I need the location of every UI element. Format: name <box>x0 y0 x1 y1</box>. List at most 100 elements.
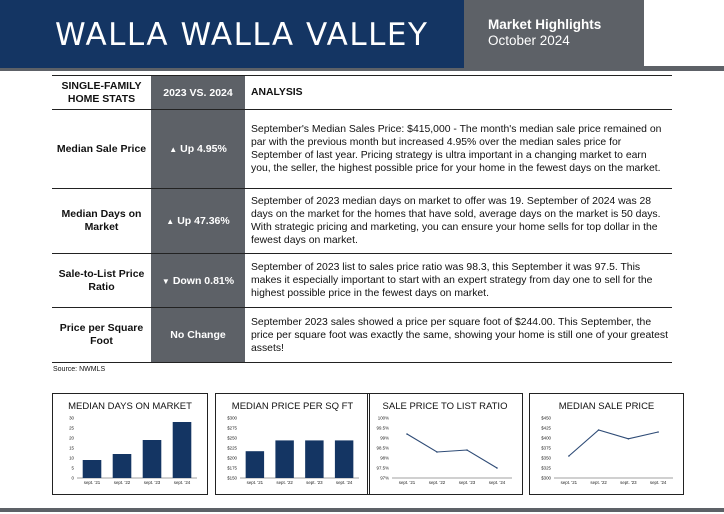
chart-svg: $300 $325 $350 $375 $400 $425 $450 sept. '21 sep… <box>541 416 673 485</box>
chart-price-sqft: MEDIAN PRICE PER SQ FT $150 $175 $200 $225 $… <box>215 393 370 495</box>
stat-analysis: September of 2023 median days on market … <box>245 188 672 254</box>
chart-median-days: MEDIAN DAYS ON MARKET 0 5 10 15 20 25 30 sept. … <box>52 393 208 495</box>
y-tick-label: 5 <box>72 466 75 471</box>
down-arrow-icon: ▼ <box>161 276 170 286</box>
y-tick-label: $300 <box>541 476 551 481</box>
bar <box>112 454 132 478</box>
y-tick-label: $250 <box>227 436 237 441</box>
x-tick-label: sept. '23 <box>459 480 476 485</box>
bar <box>305 440 324 478</box>
x-tick-label: sept. '24 <box>489 480 506 485</box>
data-point <box>597 429 600 431</box>
table-row: Median Sale Price ▲ Up 4.95% September's … <box>52 109 672 189</box>
x-tick-label: sept. '22 <box>276 480 293 485</box>
header-title: WALLA WALLA VALLEY <box>0 0 464 68</box>
x-tick-label: sept. '21 <box>399 480 416 485</box>
chart-svg: 97% 97.5% 98% 98.5% 99% 99.5% 100% sept. '21 sep… <box>377 416 512 485</box>
data-point <box>627 438 630 440</box>
y-tick-label: 97% <box>380 476 389 481</box>
x-tick-label: sept. '23 <box>306 480 323 485</box>
stat-change: ▲ Up 4.95% <box>151 109 245 189</box>
chart-svg: $150 $175 $200 $225 $250 $275 $300 sept. '21 sep… <box>227 416 359 485</box>
stat-label: Median Days on Market <box>52 188 151 254</box>
y-tick-label: $375 <box>541 446 551 451</box>
stats-table: SINGLE-FAMILY HOME STATS 2023 VS. 2024 A… <box>52 75 672 363</box>
y-tick-label: 10 <box>69 456 74 461</box>
y-tick-label: $400 <box>541 436 551 441</box>
chart-title: MEDIAN PRICE PER SQ FT <box>231 401 354 412</box>
table-row: Sale-to-List Price Ratio ▼ Down 0.81% Sep… <box>52 253 672 308</box>
table-row: Price per Square Foot No Change Septembe… <box>52 307 672 363</box>
x-tick-label: sept. '21 <box>84 480 101 485</box>
x-tick-label: sept. '23 <box>144 480 161 485</box>
y-tick-label: $425 <box>541 426 551 431</box>
x-tick-label: sept. '21 <box>561 480 578 485</box>
y-tick-label: $300 <box>227 416 237 421</box>
header-subtitle-panel: Market Highlights October 2024 <box>464 0 644 68</box>
x-tick-label: sept. '24 <box>174 480 191 485</box>
stat-change: No Change <box>151 307 245 363</box>
series-line <box>568 429 659 457</box>
y-tick-label: 30 <box>69 416 74 421</box>
stat-change: ▼ Down 0.81% <box>151 253 245 308</box>
y-tick-label: 99% <box>380 436 389 441</box>
bar <box>82 460 102 478</box>
chart-svg: 0 5 10 15 20 25 30 sept. '21 sept. '22 sept. '23 s… <box>69 416 197 485</box>
y-tick-label: $325 <box>541 466 551 471</box>
series-line <box>406 433 498 469</box>
x-tick-label: sept. '24 <box>650 480 667 485</box>
data-point <box>436 451 438 453</box>
data-point <box>568 455 570 457</box>
y-tick-label: $200 <box>227 456 237 461</box>
x-tick-label: sept. '21 <box>247 480 264 485</box>
bar <box>334 440 354 478</box>
stat-change: ▲ Up 47.36% <box>151 188 245 254</box>
y-tick-label: 20 <box>69 436 74 441</box>
stat-analysis: September of 2023 list to sales price ra… <box>245 253 672 308</box>
stat-analysis: September's Median Sales Price: $415,000… <box>245 109 672 189</box>
x-tick-label: sept. '24 <box>336 480 353 485</box>
stat-label: Median Sale Price <box>52 109 151 189</box>
col-header-change: 2023 VS. 2024 <box>151 75 245 110</box>
bar <box>172 422 192 478</box>
data-point <box>496 467 498 469</box>
chart-title: MEDIAN SALE PRICE <box>558 401 655 412</box>
y-tick-label: 15 <box>69 446 74 451</box>
y-tick-label: $175 <box>227 466 237 471</box>
col-header-stats: SINGLE-FAMILY HOME STATS <box>52 75 151 110</box>
y-tick-label: $450 <box>541 416 551 421</box>
header-divider-right <box>644 66 724 68</box>
y-tick-label: 100% <box>378 416 389 421</box>
x-tick-label: sept. '23 <box>620 480 637 485</box>
y-tick-label: $225 <box>227 446 237 451</box>
header-divider <box>0 68 724 71</box>
header-subtitle: Market Highlights <box>488 17 602 32</box>
header-date: October 2024 <box>488 33 570 48</box>
chart-title: MEDIAN DAYS ON MARKET <box>68 401 192 412</box>
x-tick-label: sept. '22 <box>114 480 131 485</box>
footer-divider <box>0 508 724 512</box>
chart-median-sale-price: MEDIAN SALE PRICE $300 $325 $350 $375 $400 $4… <box>529 393 684 495</box>
source-note: Source: NWMLS <box>53 366 106 373</box>
col-header-analysis: ANALYSIS <box>245 75 672 110</box>
stat-change-text: Up 47.36% <box>177 215 230 227</box>
x-tick-label: sept. '22 <box>590 480 607 485</box>
stat-change-text: Up 4.95% <box>180 143 227 155</box>
y-tick-label: 0 <box>72 476 75 481</box>
y-tick-label: 99.5% <box>377 426 390 431</box>
y-tick-label: $350 <box>541 456 551 461</box>
y-tick-label: $150 <box>227 476 237 481</box>
chart-sale-to-list: SALE PRICE TO LIST RATIO 97% 97.5% 98% 98.5… <box>367 393 523 495</box>
y-tick-label: 25 <box>69 426 74 431</box>
y-tick-label: $275 <box>227 426 237 431</box>
up-arrow-icon: ▲ <box>169 145 178 154</box>
y-tick-label: 97.5% <box>377 466 390 471</box>
data-point <box>657 431 659 433</box>
table-row: Median Days on Market ▲ Up 47.36% Septemb… <box>52 188 672 254</box>
stat-label: Sale-to-List Price Ratio <box>52 253 151 308</box>
stat-label: Price per Square Foot <box>52 307 151 363</box>
y-tick-label: 98% <box>380 456 389 461</box>
bar <box>275 440 294 478</box>
up-arrow-icon: ▲ <box>166 217 175 226</box>
data-point <box>406 433 408 435</box>
